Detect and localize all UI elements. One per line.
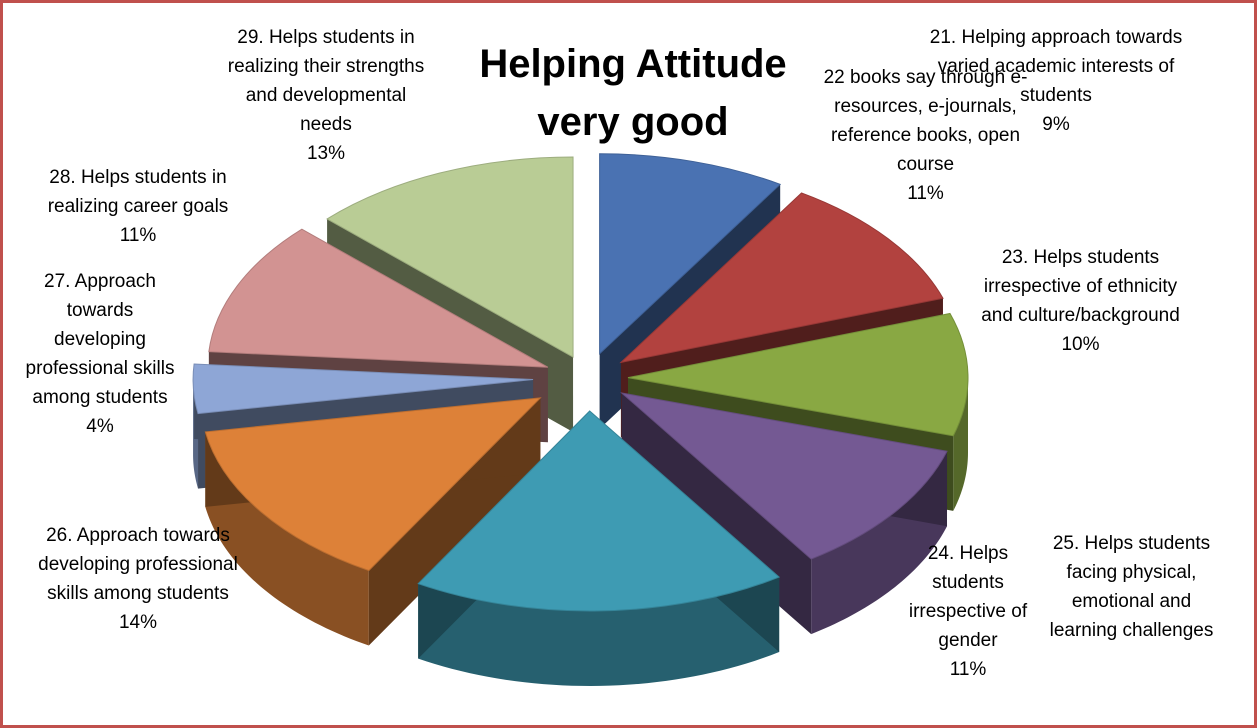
label-23: 23. Helps students irrespective of ethni…: [968, 243, 1193, 359]
label-26-value: 14%: [118, 612, 158, 633]
label-23-text: 23. Helps students irrespective of ethni…: [981, 247, 1180, 326]
label-28-value: 11%: [119, 225, 157, 246]
slice-28: [208, 228, 549, 368]
label-27: 27. Approach towards developing professi…: [25, 267, 175, 441]
label-24-text: 24. Helps students irrespective of gende…: [908, 543, 1028, 651]
slice-23: [627, 312, 969, 437]
label-25: 25. Helps students facing physical, emot…: [1049, 529, 1214, 645]
label-24: 24. Helps students irrespective of gende…: [908, 539, 1028, 684]
slice-25: [417, 410, 781, 612]
label-26: 26. Approach towards developing professi…: [33, 521, 243, 637]
label-22-value: 11%: [907, 183, 944, 204]
label-21: 21. Helping approach towards varied acad…: [921, 23, 1191, 139]
label-29-value: 13%: [306, 143, 346, 164]
label-27-value: 4%: [86, 416, 114, 437]
label-28: 28. Helps students in realizing career g…: [18, 163, 258, 250]
label-24-value: 11%: [949, 659, 987, 680]
label-25-text: 25. Helps students facing physical, emot…: [1049, 533, 1214, 641]
slice-29: [326, 156, 574, 358]
label-29-text: 29. Helps students in realizing their st…: [227, 27, 425, 135]
label-22: 22 books say through e-resources, e-jour…: [818, 63, 1033, 208]
slice-side-25: [418, 577, 780, 686]
slice-21: [599, 153, 782, 355]
slice-22: [619, 192, 944, 364]
pie-chart: [192, 153, 969, 686]
label-23-value: 10%: [1061, 334, 1100, 355]
label-21-text: 21. Helping approach towards varied acad…: [929, 27, 1183, 106]
slice-24: [620, 392, 948, 560]
label-29: 29. Helps students in realizing their st…: [221, 23, 431, 168]
label-22-text: 22 books say through e-resources, e-jour…: [823, 67, 1028, 175]
slice-26: [204, 397, 542, 572]
chart-title: Helping Attitude very good: [479, 42, 787, 144]
label-26-text: 26. Approach towards developing professi…: [38, 525, 238, 604]
slice-27: [192, 363, 534, 415]
slice-side-23: [953, 377, 968, 511]
slice-side-26: [205, 431, 369, 646]
label-28-text: 28. Helps students in realizing career g…: [47, 167, 229, 217]
label-21-value: 9%: [1042, 114, 1070, 135]
label-27-text: 27. Approach towards developing professi…: [25, 271, 175, 408]
